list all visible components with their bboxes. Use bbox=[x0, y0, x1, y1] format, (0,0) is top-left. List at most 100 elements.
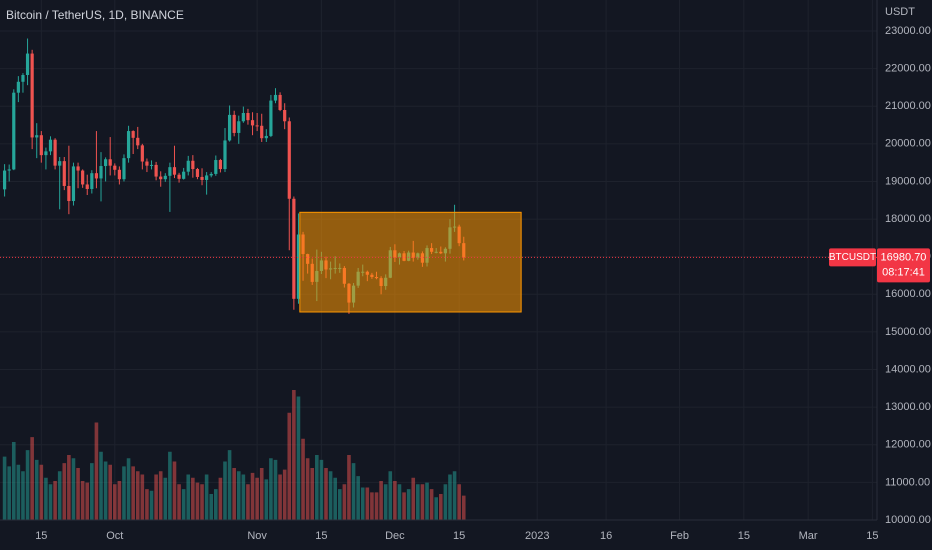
volume-bar bbox=[287, 412, 292, 520]
candle-body bbox=[278, 94, 282, 110]
candle-body bbox=[149, 164, 154, 166]
volume-bar bbox=[149, 490, 154, 520]
volume-bar bbox=[347, 455, 351, 520]
y-tick-label: 16000.00 bbox=[885, 288, 931, 300]
volume-bar bbox=[140, 474, 145, 520]
y-tick-label: 21000.00 bbox=[885, 100, 931, 112]
volume-bar bbox=[7, 466, 11, 520]
candle-body bbox=[85, 184, 89, 189]
volume-bar bbox=[360, 487, 365, 520]
volume-bar bbox=[438, 494, 443, 520]
symbol-label: BTCUSDT bbox=[829, 252, 876, 263]
chart-title: Bitcoin / TetherUS, 1D, BINANCE bbox=[6, 8, 184, 22]
y-tick-label: 20000.00 bbox=[885, 138, 931, 150]
candle-body bbox=[90, 173, 94, 189]
volume-bar bbox=[342, 484, 347, 520]
candle-body bbox=[246, 112, 250, 121]
candle-body bbox=[117, 169, 121, 180]
y-tick-label: 18000.00 bbox=[885, 213, 931, 225]
candle-body bbox=[154, 164, 158, 177]
candle-body bbox=[62, 161, 66, 186]
volume-bar bbox=[168, 451, 172, 520]
candle-body bbox=[136, 137, 140, 146]
volume-bar bbox=[388, 471, 393, 520]
candle-body bbox=[250, 120, 255, 126]
volume-bar bbox=[241, 474, 246, 520]
volume-bar bbox=[195, 482, 200, 520]
candle-body bbox=[21, 75, 25, 82]
candle-body bbox=[172, 167, 177, 175]
candle-body bbox=[53, 139, 57, 166]
volume-bar bbox=[85, 482, 90, 520]
volume-bar bbox=[411, 477, 416, 520]
volume-bar bbox=[292, 390, 296, 520]
volume-bar bbox=[172, 461, 177, 520]
volume-bar bbox=[90, 463, 94, 520]
volume-bar bbox=[232, 468, 236, 520]
candle-body bbox=[35, 135, 39, 138]
volume-bar bbox=[379, 481, 383, 520]
volume-bar bbox=[351, 463, 356, 520]
x-tick-label: 15 bbox=[738, 530, 750, 542]
volume-bar bbox=[181, 489, 186, 520]
volume-bar bbox=[117, 481, 122, 520]
candle-body bbox=[264, 135, 268, 139]
volume-bar bbox=[383, 484, 388, 520]
volume-bar bbox=[236, 471, 241, 520]
volume-bar bbox=[214, 489, 218, 520]
volume-bar bbox=[16, 464, 21, 520]
volume-bar bbox=[76, 468, 80, 520]
price-label: 16980.70 bbox=[881, 251, 927, 263]
volume-bar bbox=[315, 455, 319, 520]
candle-body bbox=[168, 167, 172, 176]
volume-bar bbox=[273, 459, 278, 520]
candle-body bbox=[159, 176, 163, 180]
volume-bar bbox=[80, 481, 85, 520]
candle-body bbox=[12, 92, 16, 170]
volume-bar bbox=[218, 477, 223, 520]
volume-bar bbox=[319, 459, 324, 520]
candle-body bbox=[145, 161, 149, 166]
volume-bar bbox=[227, 450, 232, 520]
volume-bar bbox=[122, 466, 126, 520]
volume-bar bbox=[112, 484, 117, 520]
volume-bar bbox=[301, 438, 305, 520]
volume-bar bbox=[131, 466, 135, 520]
candle-body bbox=[67, 185, 71, 202]
volume-bar bbox=[99, 451, 103, 520]
volume-bar bbox=[278, 474, 282, 520]
x-tick-label: Feb bbox=[670, 530, 689, 542]
candle-body bbox=[81, 170, 85, 185]
candle-body bbox=[108, 159, 112, 166]
volume-bar bbox=[67, 455, 71, 520]
volume-bar bbox=[126, 458, 131, 520]
x-tick-label: Mar bbox=[799, 530, 818, 542]
volume-bar bbox=[246, 484, 250, 520]
volume-bar bbox=[282, 469, 287, 520]
candle-body bbox=[269, 100, 273, 136]
candle-body bbox=[131, 131, 135, 138]
candle-body bbox=[122, 158, 126, 180]
candle-body bbox=[76, 166, 80, 171]
x-tick-label: 15 bbox=[315, 530, 327, 542]
volume-bar bbox=[461, 495, 466, 520]
volume-bar bbox=[443, 484, 448, 520]
y-tick-label: 15000.00 bbox=[885, 326, 931, 338]
y-tick-label: 10000.00 bbox=[885, 514, 931, 526]
volume-bar bbox=[310, 468, 315, 520]
y-tick-label: 23000.00 bbox=[885, 25, 931, 37]
volume-bar bbox=[255, 477, 259, 520]
candle-body bbox=[99, 166, 103, 179]
volume-bar bbox=[2, 456, 7, 520]
volume-bar bbox=[71, 458, 76, 520]
range-box bbox=[299, 211, 522, 313]
volume-bar bbox=[39, 464, 44, 520]
y-tick-label: 13000.00 bbox=[885, 401, 931, 413]
volume-bar bbox=[163, 477, 168, 520]
volume-bar bbox=[158, 471, 163, 520]
volume-bar bbox=[337, 489, 342, 520]
volume-bar bbox=[416, 484, 420, 520]
x-tick-label: Oct bbox=[106, 530, 123, 542]
candle-body bbox=[177, 174, 181, 179]
